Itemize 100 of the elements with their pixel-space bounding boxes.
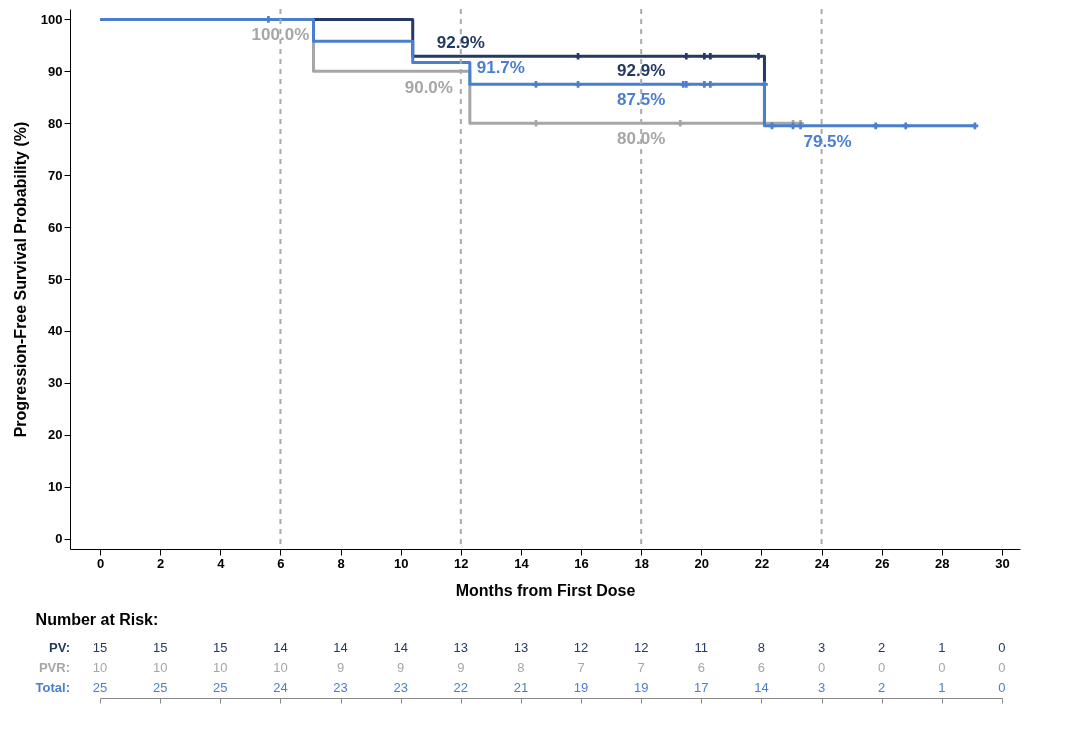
data-label: 8 [757, 640, 766, 655]
data-label: 19 [573, 680, 589, 695]
data-label: 23 [333, 680, 348, 695]
data-label: 0 [998, 680, 1006, 695]
data-label: 6 [757, 660, 766, 675]
data-label: 2 [878, 640, 886, 655]
data-label: 9 [397, 660, 405, 675]
point [574, 52, 582, 60]
point [700, 52, 708, 60]
y-tick-label: 0 [55, 531, 63, 547]
data-label: 0 [817, 660, 826, 675]
y-tick-label: PV: [49, 640, 70, 655]
data-label: 14 [754, 680, 769, 695]
annotation: 100.0% [251, 25, 310, 45]
data-label: 10 [152, 660, 168, 675]
point [872, 122, 880, 130]
data-label: 13 [453, 640, 469, 655]
data-label: 13 [513, 640, 529, 655]
annotation: 79.5% [803, 131, 852, 151]
data-label: 23 [393, 680, 408, 695]
x-tick-label: 4 [217, 555, 226, 571]
y-tick-label: Total: [35, 680, 70, 695]
x-tick-label: 22 [754, 555, 770, 571]
x-tick-label: 2 [157, 555, 165, 571]
data-label: 8 [517, 660, 525, 675]
point [532, 80, 540, 88]
data-label: 25 [152, 680, 168, 695]
data-label: 2 [878, 680, 886, 695]
y-tick-label: 50 [48, 271, 63, 287]
y-tick-label: 100 [40, 11, 63, 27]
data-label: 3 [817, 680, 826, 695]
point [682, 52, 690, 60]
point [755, 52, 762, 60]
x-tick-label: 6 [277, 555, 285, 571]
x-tick-label: 28 [935, 555, 950, 571]
data-label: 7 [637, 660, 645, 675]
data-label: 22 [453, 680, 469, 695]
x-axis-title: Months from First Dose [455, 581, 636, 599]
y-tick-label: 80 [48, 115, 63, 131]
point [700, 80, 708, 88]
y-tick-label: 70 [48, 167, 63, 183]
y-tick-label: 30 [48, 375, 63, 391]
y-tick-label: 20 [48, 427, 63, 443]
x-tick-label: 16 [574, 555, 589, 571]
x-tick-label: 12 [454, 555, 469, 571]
data-label: 14 [273, 640, 288, 655]
data-label: 14 [393, 640, 408, 655]
x-tick-label: 14 [514, 555, 530, 571]
data-label: 9 [457, 660, 465, 675]
data-label: 0 [998, 640, 1006, 655]
x-tick-label: 0 [96, 555, 105, 571]
data-label: 12 [633, 640, 649, 655]
point [706, 80, 714, 88]
data-label: 15 [213, 640, 228, 655]
x-tick-label: 8 [337, 555, 345, 571]
data-label: 10 [92, 660, 108, 675]
data-label: 10 [213, 660, 228, 675]
data-label: 7 [577, 660, 585, 675]
y-tick-label: 40 [48, 323, 63, 339]
data-label: 19 [633, 680, 649, 695]
x-tick-label: 30 [995, 555, 1010, 571]
annotation: 91.7% [476, 58, 525, 78]
point [676, 119, 684, 127]
data-label: 0 [938, 660, 946, 675]
data-label: 24 [273, 680, 288, 695]
x-tick-label: 24 [814, 555, 831, 571]
data-label: 15 [92, 640, 108, 655]
data-label: 6 [697, 660, 705, 675]
data-label: 0 [878, 660, 886, 675]
point [706, 52, 714, 60]
data-label: 9 [336, 660, 345, 675]
data-label: 25 [92, 680, 108, 695]
annotation: 87.5% [617, 90, 666, 110]
annotation: 90.0% [404, 78, 453, 98]
point [574, 80, 582, 88]
point [971, 122, 979, 130]
data-label: 14 [333, 640, 348, 655]
data-label: 10 [273, 660, 288, 675]
data-label: 12 [573, 640, 589, 655]
data-label: 1 [938, 680, 946, 695]
data-label: 1 [938, 640, 946, 655]
data-label: 0 [998, 660, 1006, 675]
data-label: 25 [213, 680, 228, 695]
y-tick-label: PVR: [38, 660, 70, 675]
data-label: 17 [694, 680, 709, 695]
y-tick-label: 90 [48, 63, 63, 79]
x-tick-label: 18 [634, 555, 649, 571]
point [768, 122, 776, 130]
y-tick-label: 10 [48, 479, 63, 495]
point [532, 119, 540, 127]
x-tick-label: 26 [874, 555, 890, 571]
data-label: 3 [817, 640, 826, 655]
annotation: 92.9% [436, 33, 485, 53]
y-tick-label: 60 [48, 219, 63, 235]
x-tick-label: 10 [393, 555, 409, 571]
chart-title: Number at Risk: [35, 611, 159, 628]
data-label: 11 [694, 640, 709, 655]
annotation: 80.0% [617, 129, 666, 149]
data-label: 15 [152, 640, 168, 655]
point [902, 122, 910, 130]
